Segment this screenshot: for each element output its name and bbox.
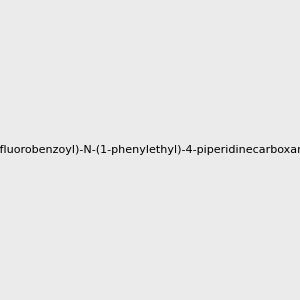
Text: 1-(2-fluorobenzoyl)-N-(1-phenylethyl)-4-piperidinecarboxamide: 1-(2-fluorobenzoyl)-N-(1-phenylethyl)-4-… — [0, 145, 300, 155]
